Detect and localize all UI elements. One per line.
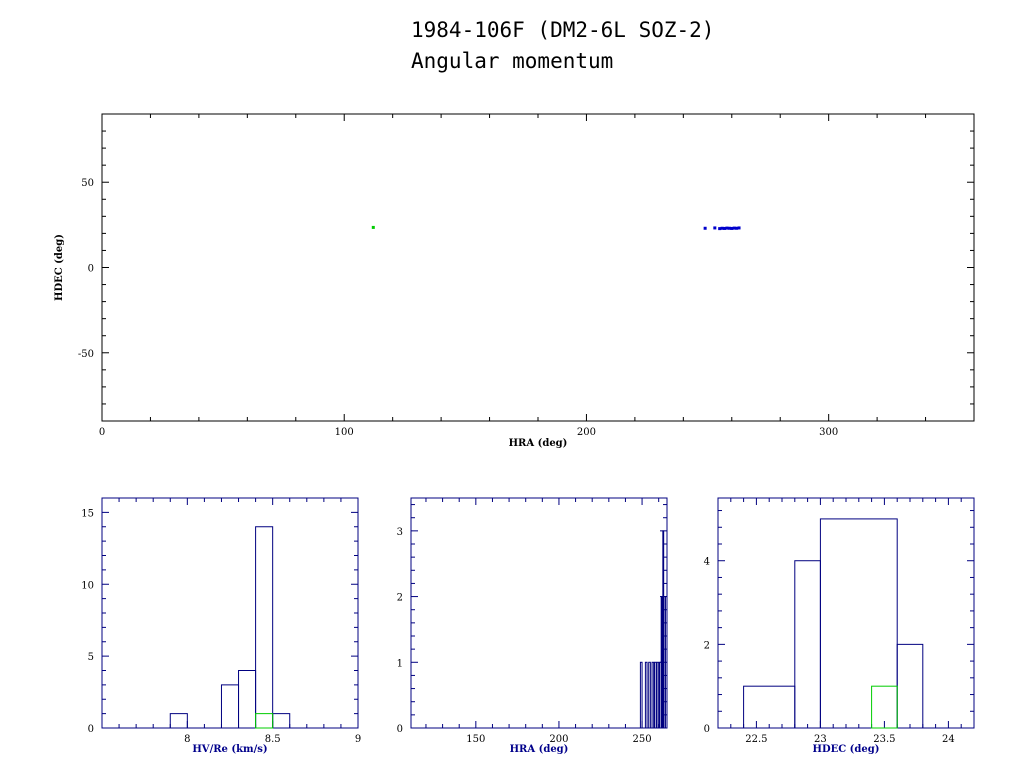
histogram-bin: [664, 596, 668, 729]
x-tick-label: 100: [335, 427, 354, 438]
x-tick-label: 0: [99, 427, 105, 438]
x-tick-label: 200: [577, 427, 596, 438]
y-tick-label: 0: [88, 724, 94, 735]
plot-frame: [717, 497, 975, 729]
x-tick-label: 22.5: [745, 734, 767, 745]
histogram-bin: [255, 526, 274, 729]
y-tick-label: 3: [397, 527, 403, 538]
plot-frame: [101, 113, 975, 422]
y-tick-label: 15: [81, 508, 94, 519]
chart-title: 1984-106F (DM2-6L SOZ-2): [411, 18, 714, 42]
histogram-bin: [656, 661, 660, 729]
y-tick-label: 4: [704, 557, 710, 568]
x-tick-label: 9: [355, 734, 361, 745]
scatter-point: [735, 226, 739, 230]
x-tick-label: 24: [942, 734, 955, 745]
histogram-bin: [272, 713, 291, 729]
histogram-bin: [794, 560, 821, 729]
y-axis-label: HDEC (deg): [54, 234, 65, 301]
x-tick-label: 300: [819, 427, 838, 438]
scatter-point: [727, 226, 731, 230]
x-tick-label: 150: [466, 734, 485, 745]
scatter-point: [703, 226, 707, 230]
histogram-bin: [871, 685, 898, 729]
x-axis-label: HRA (deg): [509, 438, 568, 449]
y-tick-label: 50: [81, 178, 94, 189]
histogram-bin: [654, 661, 657, 729]
scatter-point: [725, 226, 729, 230]
y-tick-label: 0: [704, 724, 710, 735]
x-axis-label: HRA (deg): [510, 744, 569, 755]
panel-3: 150 200 250 0 1 2 3 HRA (deg): [397, 497, 668, 755]
y-tick-label: 0: [397, 724, 403, 735]
plot-frame: [410, 497, 668, 729]
scatter-point: [713, 226, 717, 230]
histogram-bin: [255, 713, 274, 729]
histogram-bin: [819, 518, 898, 729]
x-tick-label: 8.5: [265, 734, 281, 745]
y-tick-label: 2: [704, 640, 710, 651]
x-tick-label: 23.5: [873, 734, 895, 745]
scatter-point: [718, 227, 722, 231]
chart-subtitle: Angular momentum: [411, 49, 613, 73]
histogram-bin: [648, 661, 651, 729]
histogram-bin: [743, 685, 796, 729]
y-tick-label: 2: [397, 593, 403, 604]
x-tick-label: 200: [549, 734, 568, 745]
histogram-bin: [644, 661, 648, 729]
x-tick-label: 250: [633, 734, 652, 745]
scatter-point: [730, 226, 734, 230]
scatter-point: [732, 226, 736, 230]
histogram-bin: [220, 684, 240, 729]
plot-frame: [101, 497, 359, 729]
x-axis-label: HV/Re (km/s): [192, 744, 267, 755]
y-tick-label: -50: [78, 349, 94, 360]
histogram-bin: [896, 643, 924, 729]
y-tick-label: 5: [88, 652, 94, 663]
histogram-bin: [238, 670, 257, 729]
histogram-bin: [639, 661, 643, 729]
scatter-point: [371, 225, 375, 229]
y-tick-label: 10: [81, 580, 94, 591]
histogram-bin: [169, 713, 188, 729]
y-tick-label: 1: [397, 658, 403, 669]
x-tick-label: 8: [184, 734, 190, 745]
panel-2: 8 8.5 9 0 5 10 15 HV/Re (km/s): [81, 497, 361, 755]
scatter-point: [737, 226, 741, 230]
panel-1: 0 100 200 300 -50 0 50 HRA (deg) HDEC (deg): [54, 113, 975, 449]
x-tick-label: 23: [814, 734, 827, 745]
scatter-point: [723, 226, 727, 230]
scatter-point: [720, 226, 724, 230]
histogram-bin: [651, 661, 655, 729]
x-axis-label: HDEC (deg): [813, 744, 880, 755]
y-tick-label: 0: [88, 264, 94, 275]
